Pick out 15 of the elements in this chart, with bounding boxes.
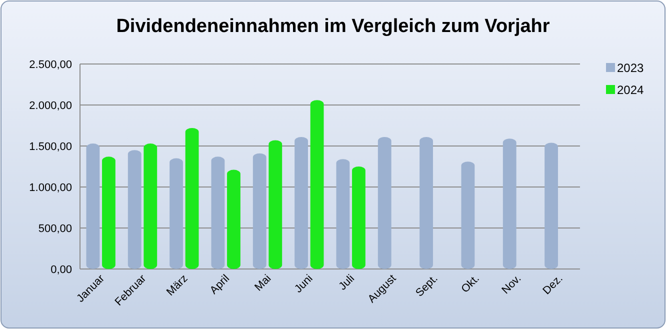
y-tick-label: 500,00	[38, 222, 72, 235]
legend-label: 2023	[617, 61, 644, 76]
y-tick-label: 2.500,00	[29, 58, 72, 71]
x-tick-label: Juni	[292, 272, 316, 296]
x-tick-label: Mai	[252, 272, 274, 294]
x-tick-label: Okt.	[459, 272, 482, 296]
x-tick-label: Nov.	[500, 272, 524, 297]
x-tick-label: Dez.	[540, 272, 566, 298]
x-tick-label: Juli	[336, 272, 357, 293]
y-tick-label: 2.000,00	[29, 100, 72, 112]
y-tick-label: 1.000,00	[29, 182, 72, 194]
y-tick-label: 1.500,00	[29, 140, 72, 153]
legend-label: 2024	[617, 83, 644, 98]
chart-title: Dividendeneinnahmen im Vergleich zum Vorjahr	[116, 16, 550, 37]
y-tick-label: 0,00	[50, 264, 72, 276]
